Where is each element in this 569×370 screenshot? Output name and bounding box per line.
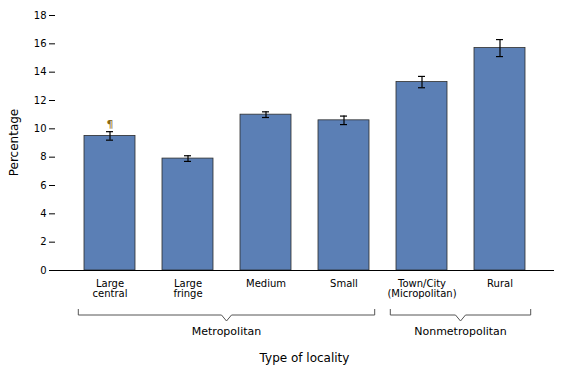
svg-text:10: 10: [34, 123, 47, 134]
svg-text:¶: ¶: [107, 118, 114, 131]
svg-text:Largecentral: Largecentral: [93, 278, 128, 299]
svg-text:Town/City(Micropolitan): Town/City(Micropolitan): [387, 278, 456, 299]
svg-text:6: 6: [40, 180, 46, 191]
svg-text:Small: Small: [330, 278, 358, 289]
svg-text:Metropolitan: Metropolitan: [192, 325, 261, 338]
svg-text:16: 16: [34, 38, 47, 49]
svg-text:Type of locality: Type of locality: [259, 351, 350, 365]
svg-text:14: 14: [34, 66, 47, 77]
svg-text:Percentage: Percentage: [7, 109, 21, 177]
svg-text:12: 12: [34, 95, 47, 106]
svg-text:Nonmetropolitan: Nonmetropolitan: [414, 325, 507, 338]
svg-text:8: 8: [40, 151, 46, 162]
svg-text:2: 2: [40, 236, 46, 247]
svg-text:0: 0: [40, 265, 46, 276]
svg-text:Rural: Rural: [487, 278, 513, 289]
svg-text:Largefringe: Largefringe: [173, 278, 202, 299]
svg-text:18: 18: [34, 10, 47, 21]
svg-text:4: 4: [40, 208, 46, 219]
svg-text:Medium: Medium: [246, 278, 286, 289]
